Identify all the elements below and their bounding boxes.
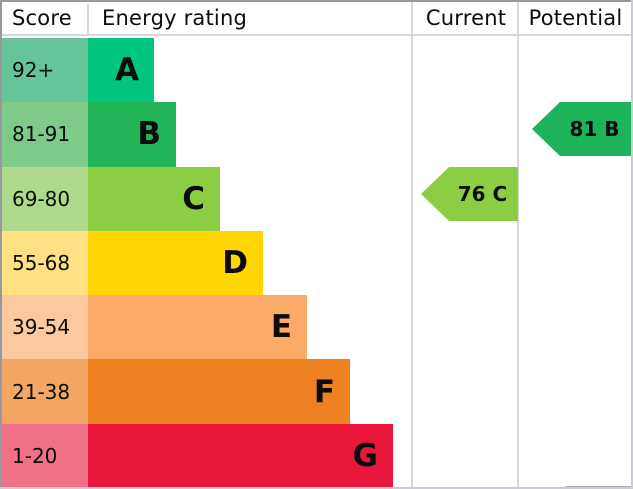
potential-column-header: Potential — [528, 6, 623, 30]
chart-header: Score Energy rating Current Potential — [2, 2, 631, 34]
current-column-header: Current — [425, 6, 507, 30]
band-bar-b: B — [88, 102, 176, 167]
band-row-g: 1-20 G — [2, 423, 631, 488]
current-rating-label: 76 C — [457, 182, 508, 206]
score-column-header: Score — [12, 6, 72, 30]
column-divider-score — [87, 4, 89, 34]
energy-rating-column-header: Energy rating — [102, 6, 248, 30]
band-row-c: 69-80 C — [2, 166, 631, 231]
potential-rating-arrow: 81 B — [532, 102, 631, 156]
band-bar-g: G — [88, 423, 393, 488]
band-score-range: 92+ — [2, 38, 88, 103]
header-divider — [2, 34, 631, 36]
band-letter: C — [182, 180, 205, 217]
band-bar-e: E — [88, 295, 307, 360]
column-divider-potential — [517, 2, 519, 487]
band-row-b: 81-91 B — [2, 102, 631, 167]
band-bar-d: D — [88, 230, 263, 296]
band-rows: 92+ A 81-91 B 69-80 C 55-68 D 39-54 E 21… — [2, 38, 631, 488]
band-letter: F — [313, 373, 335, 410]
border-left — [0, 0, 2, 489]
column-divider-current — [411, 2, 413, 487]
band-score-range: 81-91 — [2, 102, 88, 167]
band-score-range: 55-68 — [2, 230, 88, 296]
band-letter: D — [222, 244, 248, 281]
band-letter: G — [352, 437, 378, 474]
band-score-range: 39-54 — [2, 295, 88, 360]
band-row-e: 39-54 E — [2, 295, 631, 360]
band-letter: B — [137, 116, 161, 153]
band-bar-f: F — [88, 359, 350, 424]
band-row-f: 21-38 F — [2, 359, 631, 424]
band-letter: A — [115, 52, 139, 89]
band-row-d: 55-68 D — [2, 230, 631, 296]
potential-rating-label: 81 B — [569, 117, 620, 141]
band-bar-a: A — [88, 38, 154, 103]
band-score-range: 21-38 — [2, 359, 88, 424]
band-bar-c: C — [88, 166, 220, 231]
band-letter: E — [270, 309, 292, 346]
border-top — [0, 0, 633, 2]
border-bottom — [0, 487, 633, 489]
band-row-a: 92+ A — [2, 38, 631, 103]
border-right — [631, 0, 633, 489]
band-score-range: 1-20 — [2, 423, 88, 488]
band-score-range: 69-80 — [2, 166, 88, 231]
